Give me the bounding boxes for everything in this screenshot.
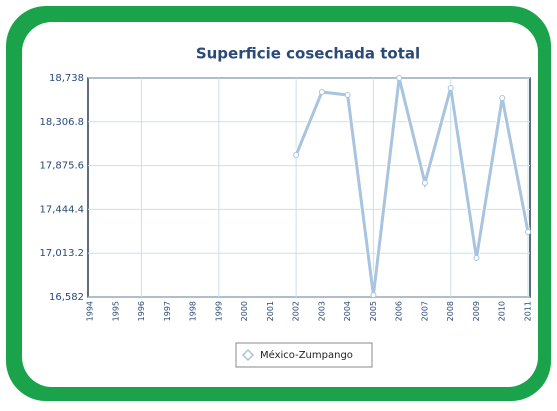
- x-tick-label: 2002: [292, 301, 301, 321]
- x-tick-label: 2005: [369, 301, 378, 321]
- point: [293, 151, 300, 158]
- x-tick-label: 2008: [446, 301, 455, 321]
- point: [525, 228, 531, 235]
- x-tick-label: 2007: [420, 301, 429, 321]
- legend-label: México-Zumpango: [260, 349, 353, 361]
- x-tick-label: 2001: [266, 301, 275, 321]
- point: [344, 91, 351, 98]
- y-tick-label: 17,013.2: [39, 248, 84, 259]
- y-tick-label: 17,444.4: [39, 204, 84, 215]
- y-tick-label: 18,306.8: [39, 117, 84, 128]
- x-tick-label: 2000: [240, 301, 249, 321]
- legend-marker: [241, 348, 255, 362]
- y-tick-label: 18,738: [49, 73, 84, 84]
- x-tick-label: 2009: [472, 301, 481, 321]
- point: [396, 75, 403, 81]
- series-line: [294, 77, 530, 296]
- x-tick-label: 2011: [524, 301, 533, 321]
- y-tick-label: 16,582: [49, 292, 84, 303]
- point: [499, 95, 506, 102]
- x-tick-label: 1999: [214, 301, 223, 321]
- x-tick-label: 2006: [395, 301, 404, 321]
- x-tick-label: 2003: [317, 301, 326, 321]
- chart-title: Superficie cosechada total: [196, 45, 420, 63]
- x-tick-label: 1996: [137, 301, 146, 321]
- legend-box: [235, 342, 373, 368]
- x-tick-label: 1994: [86, 301, 95, 321]
- x-tick-label: 1998: [189, 301, 198, 321]
- point: [318, 89, 325, 96]
- point: [370, 292, 377, 299]
- x-tick-label: 2010: [498, 301, 507, 321]
- y-tick-label: 17,875.6: [39, 161, 84, 172]
- x-tick-label: 1995: [111, 301, 120, 321]
- point: [447, 84, 454, 91]
- point: [473, 254, 480, 261]
- x-tick-label: 1997: [163, 301, 172, 321]
- point: [421, 179, 428, 186]
- x-tick-label: 2004: [343, 301, 352, 321]
